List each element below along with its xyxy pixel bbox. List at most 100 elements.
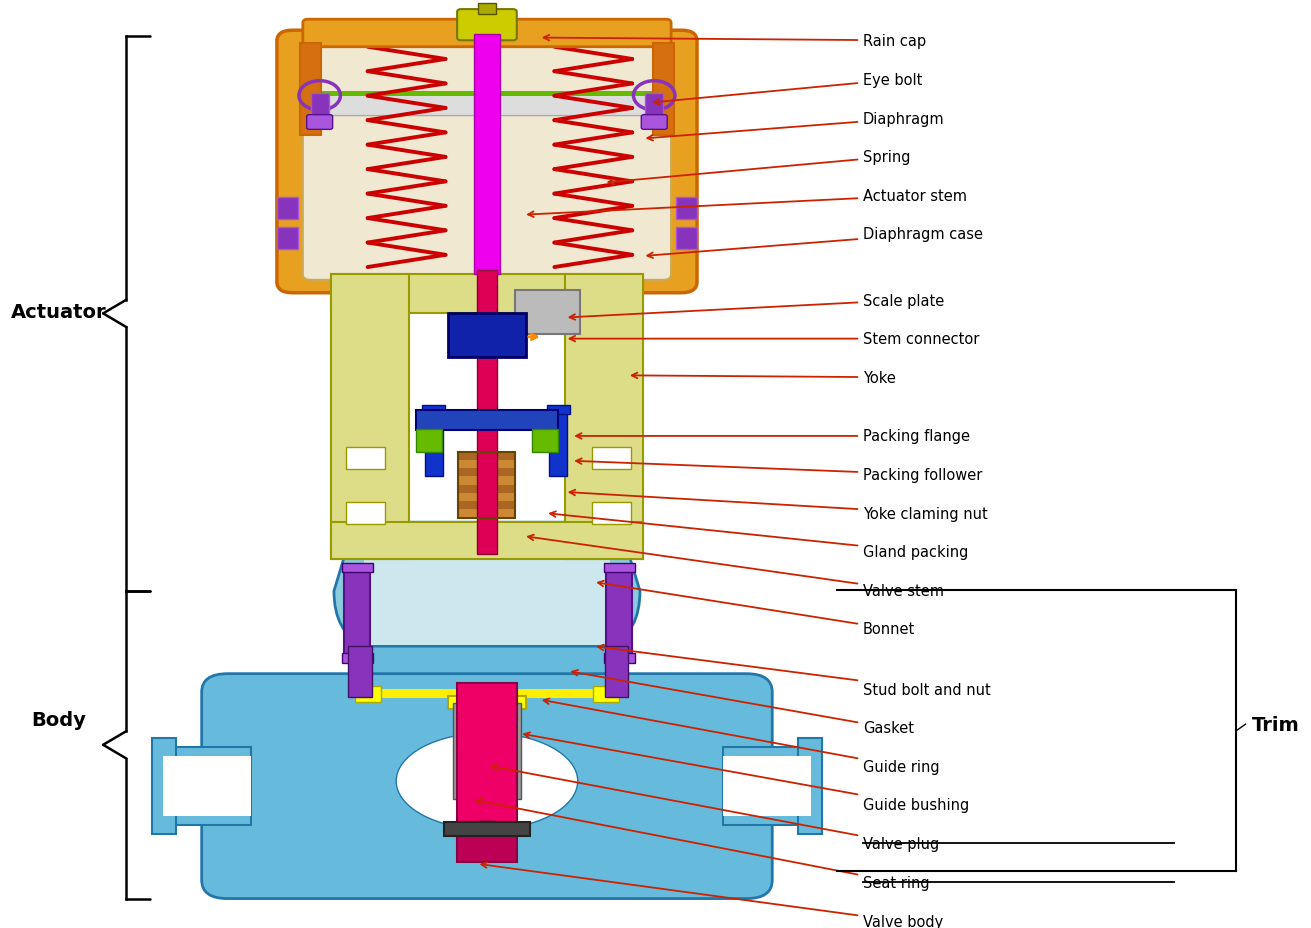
Bar [606, 571, 632, 657]
Bar [444, 822, 530, 836]
Text: Actuator stem: Actuator stem [528, 188, 968, 218]
Bar [277, 198, 298, 220]
Bar [277, 227, 298, 250]
Bar [507, 703, 520, 800]
Text: Eye bolt: Eye bolt [654, 73, 923, 106]
Text: Seat ring: Seat ring [476, 799, 929, 890]
Bar [363, 535, 610, 646]
Bar [454, 703, 467, 800]
FancyBboxPatch shape [277, 32, 697, 293]
Bar [593, 447, 631, 470]
Polygon shape [458, 830, 517, 862]
Bar [676, 198, 697, 220]
Bar [332, 522, 642, 560]
Polygon shape [619, 697, 739, 766]
Bar [479, 4, 496, 15]
Bar [549, 413, 568, 477]
Text: Packing follower: Packing follower [576, 458, 982, 483]
Bar [300, 44, 321, 135]
Bar [603, 563, 635, 573]
Bar [459, 452, 515, 460]
Text: Stud bolt and nut: Stud bolt and nut [598, 645, 991, 697]
FancyBboxPatch shape [307, 115, 333, 130]
Text: Actuator: Actuator [12, 303, 108, 321]
Bar [163, 747, 250, 825]
Bar [459, 452, 515, 518]
Text: Valve plug: Valve plug [492, 765, 939, 851]
Bar [722, 747, 812, 825]
Bar [346, 502, 384, 524]
Text: Bonnet: Bonnet [598, 581, 915, 637]
Bar [603, 653, 635, 663]
Bar [547, 406, 570, 415]
Bar [722, 756, 812, 816]
Bar [459, 509, 515, 518]
Bar [477, 270, 497, 555]
Bar [475, 35, 499, 275]
Bar [593, 502, 631, 524]
Bar [532, 429, 558, 453]
Bar [345, 571, 370, 657]
FancyBboxPatch shape [303, 20, 671, 47]
Bar [459, 494, 515, 501]
Text: Yoke claming nut: Yoke claming nut [569, 490, 987, 521]
Bar [163, 756, 250, 816]
Ellipse shape [396, 733, 578, 830]
Bar [459, 501, 515, 509]
Text: Valve body: Valve body [481, 862, 943, 928]
FancyBboxPatch shape [641, 115, 667, 130]
Text: Guide bushing: Guide bushing [524, 732, 969, 813]
FancyBboxPatch shape [458, 10, 517, 41]
Bar [676, 227, 697, 250]
Bar [604, 647, 628, 697]
Bar [311, 94, 329, 121]
Text: Rain cap: Rain cap [544, 33, 926, 49]
Text: Yoke: Yoke [632, 370, 895, 385]
Bar [565, 275, 642, 560]
Bar [515, 290, 581, 335]
Bar [349, 647, 371, 697]
Bar [653, 44, 674, 135]
Bar [448, 314, 526, 357]
Polygon shape [235, 697, 355, 766]
Bar [458, 683, 517, 830]
Bar [342, 653, 372, 663]
Text: Packing flange: Packing flange [576, 429, 970, 444]
Bar [342, 563, 372, 573]
Bar [355, 642, 619, 697]
Bar [459, 477, 515, 485]
Bar [422, 406, 446, 415]
PathPatch shape [334, 522, 640, 647]
Bar [459, 460, 515, 469]
Bar [355, 690, 619, 699]
Text: Gasket: Gasket [572, 670, 914, 736]
Bar [459, 485, 515, 494]
Bar [645, 94, 663, 121]
Bar [316, 92, 658, 97]
Text: Scale plate: Scale plate [569, 293, 944, 320]
Bar [416, 411, 558, 431]
Text: Trim: Trim [1252, 715, 1299, 734]
Text: Guide ring: Guide ring [544, 699, 940, 774]
Bar [332, 275, 642, 314]
Text: Gland packing: Gland packing [551, 512, 969, 560]
Bar [425, 413, 443, 477]
Text: Valve stem: Valve stem [528, 535, 944, 598]
Bar [594, 686, 619, 702]
Text: Diaphragm case: Diaphragm case [648, 227, 983, 259]
Text: Body: Body [31, 710, 87, 729]
Text: Diaphragm: Diaphragm [648, 111, 945, 141]
FancyBboxPatch shape [303, 47, 671, 280]
Bar [448, 696, 526, 710]
Bar [416, 429, 442, 453]
Bar [152, 738, 176, 834]
Bar [346, 447, 384, 470]
Ellipse shape [458, 821, 517, 838]
FancyBboxPatch shape [313, 93, 661, 116]
Bar [459, 469, 515, 477]
Text: Spring: Spring [608, 150, 911, 186]
Text: Stem connector: Stem connector [569, 332, 979, 347]
Bar [332, 275, 409, 560]
Bar [798, 738, 822, 834]
Bar [355, 686, 380, 702]
